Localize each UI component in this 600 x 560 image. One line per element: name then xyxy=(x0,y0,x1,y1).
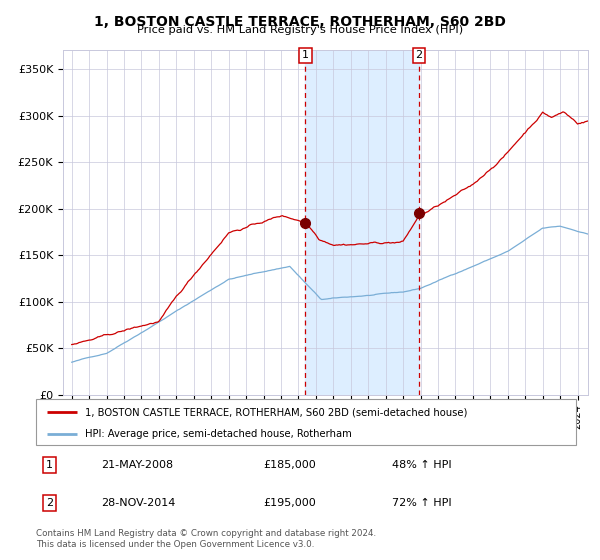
Text: Contains HM Land Registry data © Crown copyright and database right 2024.
This d: Contains HM Land Registry data © Crown c… xyxy=(36,529,376,549)
Text: £185,000: £185,000 xyxy=(263,460,316,470)
Text: £195,000: £195,000 xyxy=(263,498,316,508)
Text: 72% ↑ HPI: 72% ↑ HPI xyxy=(392,498,452,508)
Text: 2: 2 xyxy=(46,498,53,508)
Text: 48% ↑ HPI: 48% ↑ HPI xyxy=(392,460,452,470)
Text: 1, BOSTON CASTLE TERRACE, ROTHERHAM, S60 2BD: 1, BOSTON CASTLE TERRACE, ROTHERHAM, S60… xyxy=(94,15,506,29)
Text: 1: 1 xyxy=(302,50,309,60)
Text: HPI: Average price, semi-detached house, Rotherham: HPI: Average price, semi-detached house,… xyxy=(85,429,352,438)
Text: 28-NOV-2014: 28-NOV-2014 xyxy=(101,498,175,508)
FancyBboxPatch shape xyxy=(36,399,576,445)
Bar xyxy=(305,50,419,395)
Text: 21-MAY-2008: 21-MAY-2008 xyxy=(101,460,173,470)
Text: 1: 1 xyxy=(46,460,53,470)
Text: Price paid vs. HM Land Registry's House Price Index (HPI): Price paid vs. HM Land Registry's House … xyxy=(137,25,463,35)
Text: 1, BOSTON CASTLE TERRACE, ROTHERHAM, S60 2BD (semi-detached house): 1, BOSTON CASTLE TERRACE, ROTHERHAM, S60… xyxy=(85,407,467,417)
Text: 2: 2 xyxy=(415,50,422,60)
